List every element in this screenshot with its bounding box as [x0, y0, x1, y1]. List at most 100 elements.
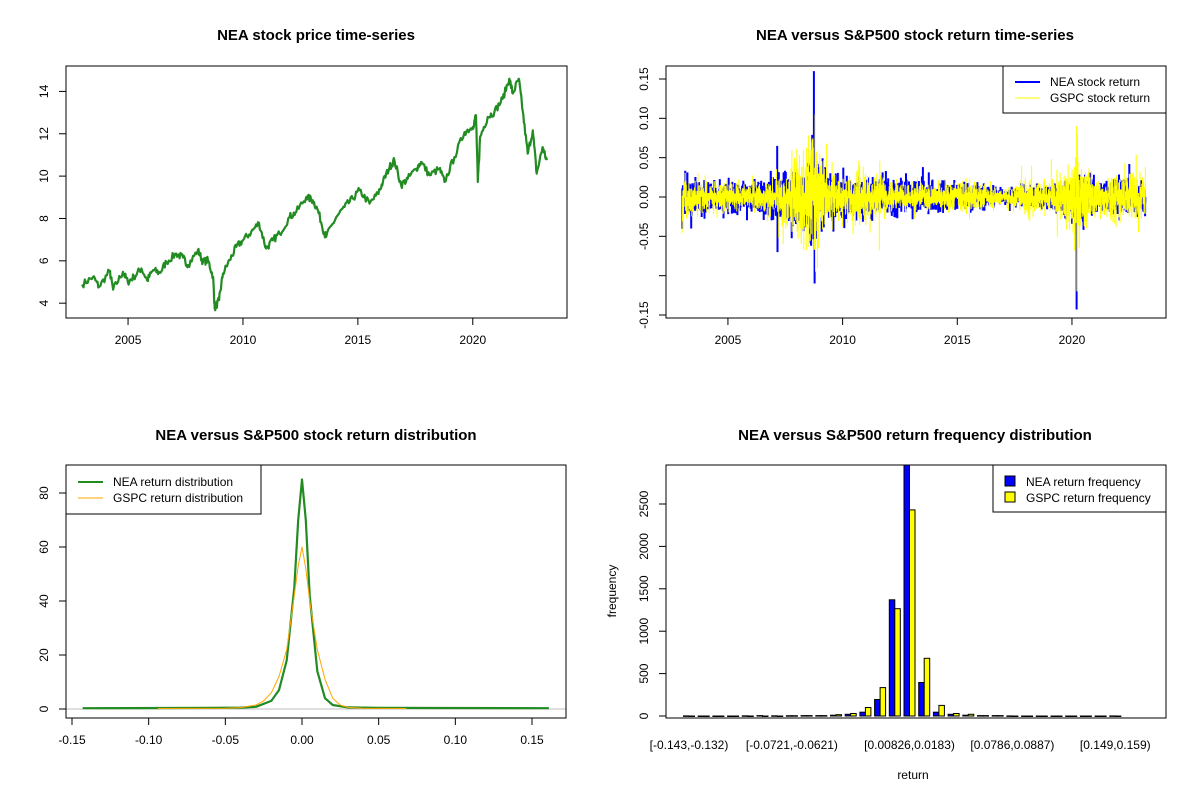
nea-frequency-bar — [815, 715, 822, 717]
returns-y-tick-label: 0.05 — [637, 146, 651, 170]
nea-frequency-bar — [830, 714, 837, 717]
gspc-frequency-bar — [762, 715, 769, 717]
density-x-tick-label: 0.15 — [520, 733, 544, 747]
legend-swatch-gspc-frequency — [1004, 491, 1016, 503]
gspc-frequency-bar — [703, 715, 710, 717]
frequency-plot-frame — [665, 464, 1167, 719]
gspc-frequency-bar — [806, 715, 813, 717]
returns-x-tick-label: 2010 — [829, 333, 856, 347]
price-line — [81, 77, 548, 312]
nea-frequency-bar — [1094, 715, 1102, 717]
density-x-tick-label: 0.10 — [444, 733, 468, 747]
gspc-frequency-bar — [717, 715, 725, 717]
density-x-tick-label: -0.10 — [135, 733, 163, 747]
price-y-tick-label: 4 — [37, 300, 51, 307]
nea-frequency-bar — [903, 464, 910, 717]
nea-frequency-bar — [712, 715, 719, 717]
density-x-tick-label: -0.15 — [58, 733, 86, 747]
gspc-frequency-bar — [967, 713, 975, 717]
nea-frequency-bar — [991, 715, 999, 717]
gspc-frequency-bar — [791, 715, 798, 717]
nea-frequency-bar — [874, 699, 881, 717]
gspc-frequency-bar — [923, 657, 931, 717]
gspc-frequency-bar — [1100, 715, 1107, 717]
density-y-tick-label: 20 — [37, 648, 51, 662]
returns-x-tick-label: 2020 — [1059, 333, 1086, 347]
gspc-frequency-bar — [776, 715, 784, 717]
nea-frequency-bar — [859, 711, 866, 717]
returns-y-tick-label: 0.15 — [637, 67, 651, 91]
nea-frequency-bar — [1079, 715, 1087, 717]
frequency-x-tick-label: [-0.143,-0.132) — [650, 738, 729, 752]
price-y-tick-label: 12 — [37, 127, 51, 141]
nea-frequency-bar — [1006, 715, 1013, 717]
nea-frequency-bar — [844, 713, 852, 717]
frequency-y-tick-label: 500 — [637, 663, 651, 683]
gspc-frequency-bar — [1056, 715, 1063, 717]
returns-y-tick-label: -0.05 — [637, 222, 651, 250]
legend-label-gspc-return: GSPC stock return — [1050, 91, 1150, 105]
nea-frequency-bar — [1109, 715, 1116, 717]
nea-frequency-bar — [977, 715, 984, 717]
nea-frequency-bar — [727, 715, 734, 717]
density-y-tick-label: 60 — [37, 540, 51, 554]
gspc-frequency-bar — [864, 707, 872, 717]
price-y-tick-label: 6 — [37, 257, 51, 264]
nea-frequency-bar — [962, 714, 969, 717]
legend-label-nea-return: NEA stock return — [1050, 75, 1140, 89]
frequency-x-tick-label: [0.00826,0.0183) — [864, 738, 955, 752]
nea-frequency-bar — [785, 715, 793, 717]
nea-frequency-bar — [697, 715, 705, 717]
frequency-y-tick-label: 2500 — [637, 490, 651, 517]
price-plot-frame — [65, 65, 568, 319]
gspc-frequency-bar — [850, 713, 857, 717]
legend-label-gspc-frequency: GSPC return frequency — [1026, 491, 1151, 505]
nea-frequency-bar — [947, 713, 955, 717]
nea-frequency-bar — [1021, 715, 1028, 717]
gspc-frequency-bar — [1114, 715, 1122, 717]
gspc-frequency-bar — [1085, 715, 1092, 717]
price-x-tick-label: 2015 — [345, 333, 372, 347]
frequency-x-axis-label: return — [897, 768, 928, 782]
frequency-x-tick-label: [0.149,0.159) — [1080, 738, 1151, 752]
nea-frequency-bar — [741, 715, 749, 717]
nea-frequency-bar — [683, 715, 690, 717]
legend-label-nea-frequency: NEA return frequency — [1026, 475, 1141, 489]
gspc-frequency-bar — [879, 687, 887, 717]
returns-plot-frame — [665, 65, 1167, 319]
frequency-x-tick-label: [0.0786,0.0887) — [970, 738, 1054, 752]
nea-frequency-bar — [1065, 715, 1072, 717]
gspc-frequency-bar — [1041, 715, 1048, 717]
density-y-tick-label: 80 — [37, 486, 51, 500]
gspc-frequency-bar — [1011, 715, 1019, 717]
frequency-y-tick-label: 0 — [637, 712, 651, 719]
density-legend-box — [65, 464, 262, 515]
nea-frequency-bar — [932, 711, 940, 717]
density-x-tick-label: 0.00 — [290, 733, 314, 747]
legend-swatch-nea-frequency — [1004, 475, 1016, 487]
gspc-density-line — [157, 546, 407, 709]
gspc-return-series — [681, 114, 1146, 292]
returns-y-tick-label: 0.00 — [637, 185, 651, 209]
gspc-frequency-bar — [688, 715, 695, 717]
density-x-tick-label: 0.05 — [367, 733, 391, 747]
density-x-tick-label: -0.05 — [212, 733, 240, 747]
gspc-frequency-bar — [1070, 715, 1078, 717]
gspc-frequency-bar — [953, 713, 960, 717]
nea-frequency-bar — [800, 715, 808, 717]
nea-density-line — [82, 478, 549, 710]
nea-frequency-bar — [1035, 715, 1043, 717]
nea-frequency-bar — [756, 715, 763, 717]
density-plot-frame — [65, 464, 567, 719]
chart-title-returns: NEA versus S&P500 stock return time-seri… — [756, 27, 1074, 44]
gspc-frequency-bar — [835, 714, 842, 717]
frequency-y-tick-label: 1500 — [637, 575, 651, 602]
density-y-tick-label: 0 — [37, 705, 51, 712]
gspc-frequency-bar — [1026, 715, 1034, 717]
nea-frequency-bar — [1050, 715, 1057, 717]
chart-title-price: NEA stock price time-series — [217, 27, 415, 44]
nea-frequency-bar — [771, 715, 778, 717]
gspc-frequency-bar — [894, 608, 901, 717]
nea-frequency-bar — [918, 682, 925, 717]
